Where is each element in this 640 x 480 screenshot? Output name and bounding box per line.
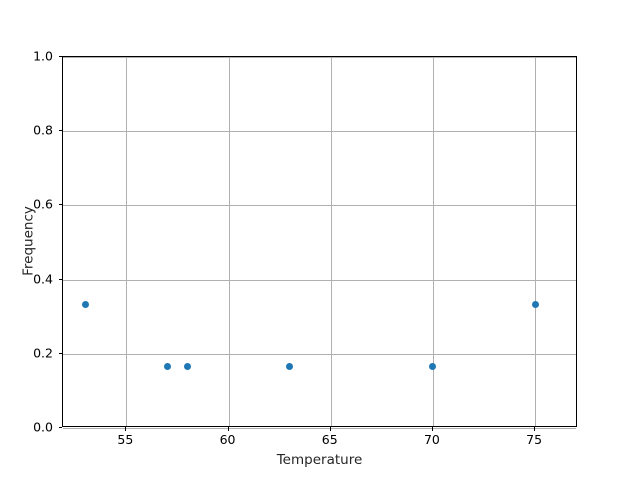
- scatter-point: [184, 362, 192, 370]
- scatter-point: [429, 362, 437, 370]
- x-tick-label: 70: [423, 432, 440, 447]
- x-tick-label: 55: [117, 432, 134, 447]
- y-tick-mark: [58, 352, 62, 354]
- x-tick-label: 60: [219, 432, 236, 447]
- scatter-point: [81, 300, 89, 308]
- x-tick-mark: [534, 427, 536, 431]
- y-tick-label: 1.0: [33, 48, 53, 64]
- scatter-point: [286, 362, 294, 370]
- y-tick-label: 0.2: [33, 345, 53, 361]
- x-tick-mark: [329, 427, 331, 431]
- gridline-horizontal: [63, 57, 576, 58]
- x-tick-mark: [431, 427, 433, 431]
- x-tick-mark: [125, 427, 127, 431]
- y-axis-tick-labels: 0.0 0.2 0.4 0.6 0.8 1.0: [0, 0, 53, 480]
- gridline-horizontal: [63, 131, 576, 133]
- scatter-point: [531, 300, 539, 308]
- x-tick-mark: [227, 427, 229, 431]
- gridline-horizontal: [63, 353, 576, 355]
- y-tick-mark: [58, 204, 62, 206]
- y-tick-label: 0.4: [33, 271, 53, 287]
- gridline-horizontal: [63, 428, 576, 429]
- gridline-horizontal: [63, 279, 576, 281]
- x-tick-label: 75: [526, 432, 543, 447]
- y-tick-mark: [58, 427, 62, 428]
- scatter-point: [163, 362, 171, 370]
- x-axis-label: Temperature: [276, 452, 363, 468]
- x-tick-label: 65: [321, 432, 338, 447]
- gridline-vertical: [126, 57, 128, 426]
- y-tick-mark: [58, 278, 62, 280]
- y-tick-label: 0.6: [33, 196, 53, 212]
- y-tick-label: 0.0: [33, 419, 53, 435]
- y-tick-label: 0.8: [33, 122, 53, 138]
- gridline-horizontal: [63, 205, 576, 207]
- plot-area: [62, 56, 577, 429]
- y-tick-mark: [58, 130, 62, 132]
- y-tick-mark: [58, 56, 62, 57]
- gridline-vertical: [432, 57, 434, 426]
- y-axis-label: Frequency: [20, 206, 37, 276]
- gridline-vertical: [330, 57, 332, 426]
- gridline-vertical: [535, 57, 537, 426]
- gridline-vertical: [228, 57, 230, 426]
